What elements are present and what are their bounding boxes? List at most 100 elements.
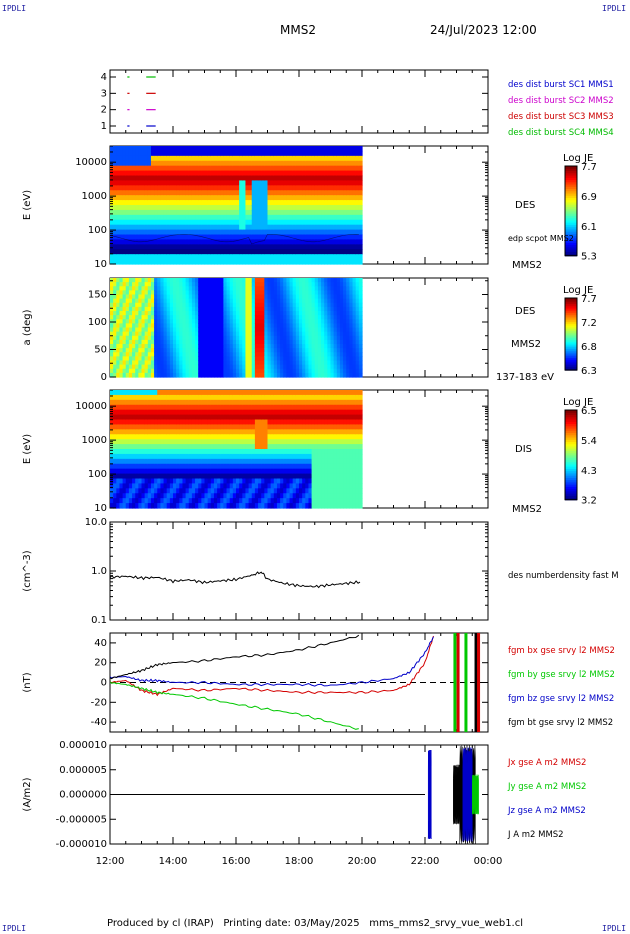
des-energy-panel-cell xyxy=(317,200,322,206)
des-pitch-panel-cell xyxy=(201,294,206,300)
des-pitch-panel-cell xyxy=(182,282,187,287)
des-pitch-panel-cell xyxy=(147,282,152,287)
dis-energy-panel-cell xyxy=(138,453,143,460)
des-pitch-panel-cell xyxy=(110,331,114,337)
des-pitch-panel-cell xyxy=(311,372,316,378)
des-energy-panel-cell xyxy=(276,146,281,152)
des-energy-panel-cell xyxy=(217,229,221,236)
des-pitch-panel-cell xyxy=(154,323,158,329)
des-energy-panel-cell xyxy=(110,155,114,162)
dis-energy-panel-cell xyxy=(169,439,174,445)
des-energy-panel-cell xyxy=(113,219,117,226)
des-pitch-panel-cell xyxy=(125,294,130,300)
dis-energy-panel-cell xyxy=(188,399,193,406)
des-energy-panel-cell xyxy=(135,234,139,241)
des-energy-panel-cell xyxy=(220,244,224,250)
des-energy-panel-cell xyxy=(295,259,300,265)
des-pitch-panel-cell xyxy=(122,344,127,349)
des-pitch-panel-cell xyxy=(138,368,143,374)
des-pitch-panel-cell xyxy=(119,323,124,329)
des-energy-panel-cell xyxy=(157,239,161,245)
des-energy-panel-cell xyxy=(141,160,146,167)
des-energy-panel-cell xyxy=(179,160,184,167)
des-energy-panel-cell xyxy=(289,175,294,182)
des-energy-panel-cell xyxy=(182,254,187,260)
des-pitch-panel-cell xyxy=(122,364,127,370)
dis-energy-panel-cell xyxy=(154,473,158,480)
des-energy-panel-cell xyxy=(349,180,354,186)
des-energy-panel-cell xyxy=(188,229,193,236)
dis-energy-panel-cell xyxy=(157,493,161,499)
des-pitch-panel-cell xyxy=(336,335,341,341)
des-pitch-panel-cell xyxy=(232,360,237,366)
des-energy-panel-cell xyxy=(245,224,250,231)
des-pitch-panel-cell xyxy=(289,368,294,374)
des-energy-panel-cell xyxy=(188,185,193,191)
dis-energy-panel-cell xyxy=(160,434,165,440)
des-pitch-panel-cell xyxy=(141,298,146,304)
des-pitch-panel-cell xyxy=(239,282,243,287)
dis-energy-panel-cell xyxy=(119,390,124,396)
des-pitch-panel-cell xyxy=(150,372,155,378)
des-pitch-panel-cell xyxy=(358,356,363,362)
des-pitch-panel-cell xyxy=(248,278,253,283)
des-pitch-panel-cell xyxy=(166,356,171,362)
des-energy-panel-cell xyxy=(166,180,171,186)
des-energy-panel-cell xyxy=(248,219,253,226)
dis-energy-panel-cell xyxy=(138,449,143,455)
des-pitch-panel-cell xyxy=(185,335,190,341)
des-pitch-panel-cell xyxy=(346,282,350,287)
des-energy-panel-cell xyxy=(166,239,171,245)
des-energy-panel-colorbar-cell xyxy=(565,244,577,248)
dis-energy-panel-cell xyxy=(138,488,143,494)
des-pitch-panel-cell xyxy=(286,344,291,349)
des-pitch-panel-cell xyxy=(226,348,231,353)
des-energy-panel-cell xyxy=(286,205,291,211)
des-pitch-panel-cell xyxy=(179,335,184,341)
des-pitch-panel-cell xyxy=(141,278,146,283)
des-energy-panel-cell xyxy=(188,146,193,152)
des-energy-panel-cell xyxy=(358,150,363,157)
des-pitch-panel-cell xyxy=(242,311,247,316)
des-pitch-panel-cell xyxy=(176,339,180,345)
des-pitch-panel-cell xyxy=(283,352,287,357)
des-energy-panel-cell xyxy=(251,239,256,245)
dis-energy-panel-cell xyxy=(191,414,196,421)
des-energy-panel-cell xyxy=(220,200,224,206)
des-pitch-panel-cell xyxy=(276,327,281,333)
des-pitch-panel-cell xyxy=(236,364,240,370)
des-energy-panel-cell xyxy=(125,150,130,157)
dis-energy-panel-cell xyxy=(141,498,146,504)
des-pitch-panel-cell xyxy=(110,335,114,341)
des-energy-panel-cell xyxy=(336,249,341,255)
des-energy-panel-cell xyxy=(270,209,275,216)
dis-energy-panel-cell xyxy=(135,394,139,401)
des-energy-panel-cell xyxy=(333,259,338,265)
des-energy-panel-cell xyxy=(352,219,357,226)
des-pitch-panel-cell xyxy=(339,306,344,312)
dis-energy-panel-cell xyxy=(188,473,193,480)
des-pitch-panel-cell xyxy=(302,323,306,329)
des-pitch-panel-cell xyxy=(286,368,291,374)
des-pitch-panel-cell xyxy=(150,319,155,324)
des-pitch-panel-cell xyxy=(201,327,206,333)
des-energy-panel-cell xyxy=(147,219,152,226)
des-pitch-panel-cell xyxy=(280,302,284,308)
des-pitch-panel-cell xyxy=(144,315,149,320)
des-energy-panel-cell xyxy=(280,229,284,236)
des-pitch-panel-cell xyxy=(176,286,180,291)
dis-energy-panel-cell xyxy=(176,394,180,401)
des-energy-panel-cell xyxy=(220,165,224,172)
des-pitch-panel-cell xyxy=(147,368,152,374)
des-energy-panel-cell xyxy=(163,190,168,196)
des-energy-panel-cell xyxy=(226,234,231,241)
des-energy-panel-cell xyxy=(119,249,124,255)
des-energy-panel-cell xyxy=(201,214,206,221)
des-pitch-panel-cell xyxy=(119,364,124,370)
des-energy-panel-cell xyxy=(355,239,360,245)
des-pitch-panel-cell xyxy=(251,352,256,357)
des-energy-panel-cell xyxy=(113,146,117,152)
des-energy-panel-cell xyxy=(179,185,184,191)
dis-energy-panel-cell xyxy=(188,439,193,445)
dis-energy-panel-cell xyxy=(144,424,149,430)
